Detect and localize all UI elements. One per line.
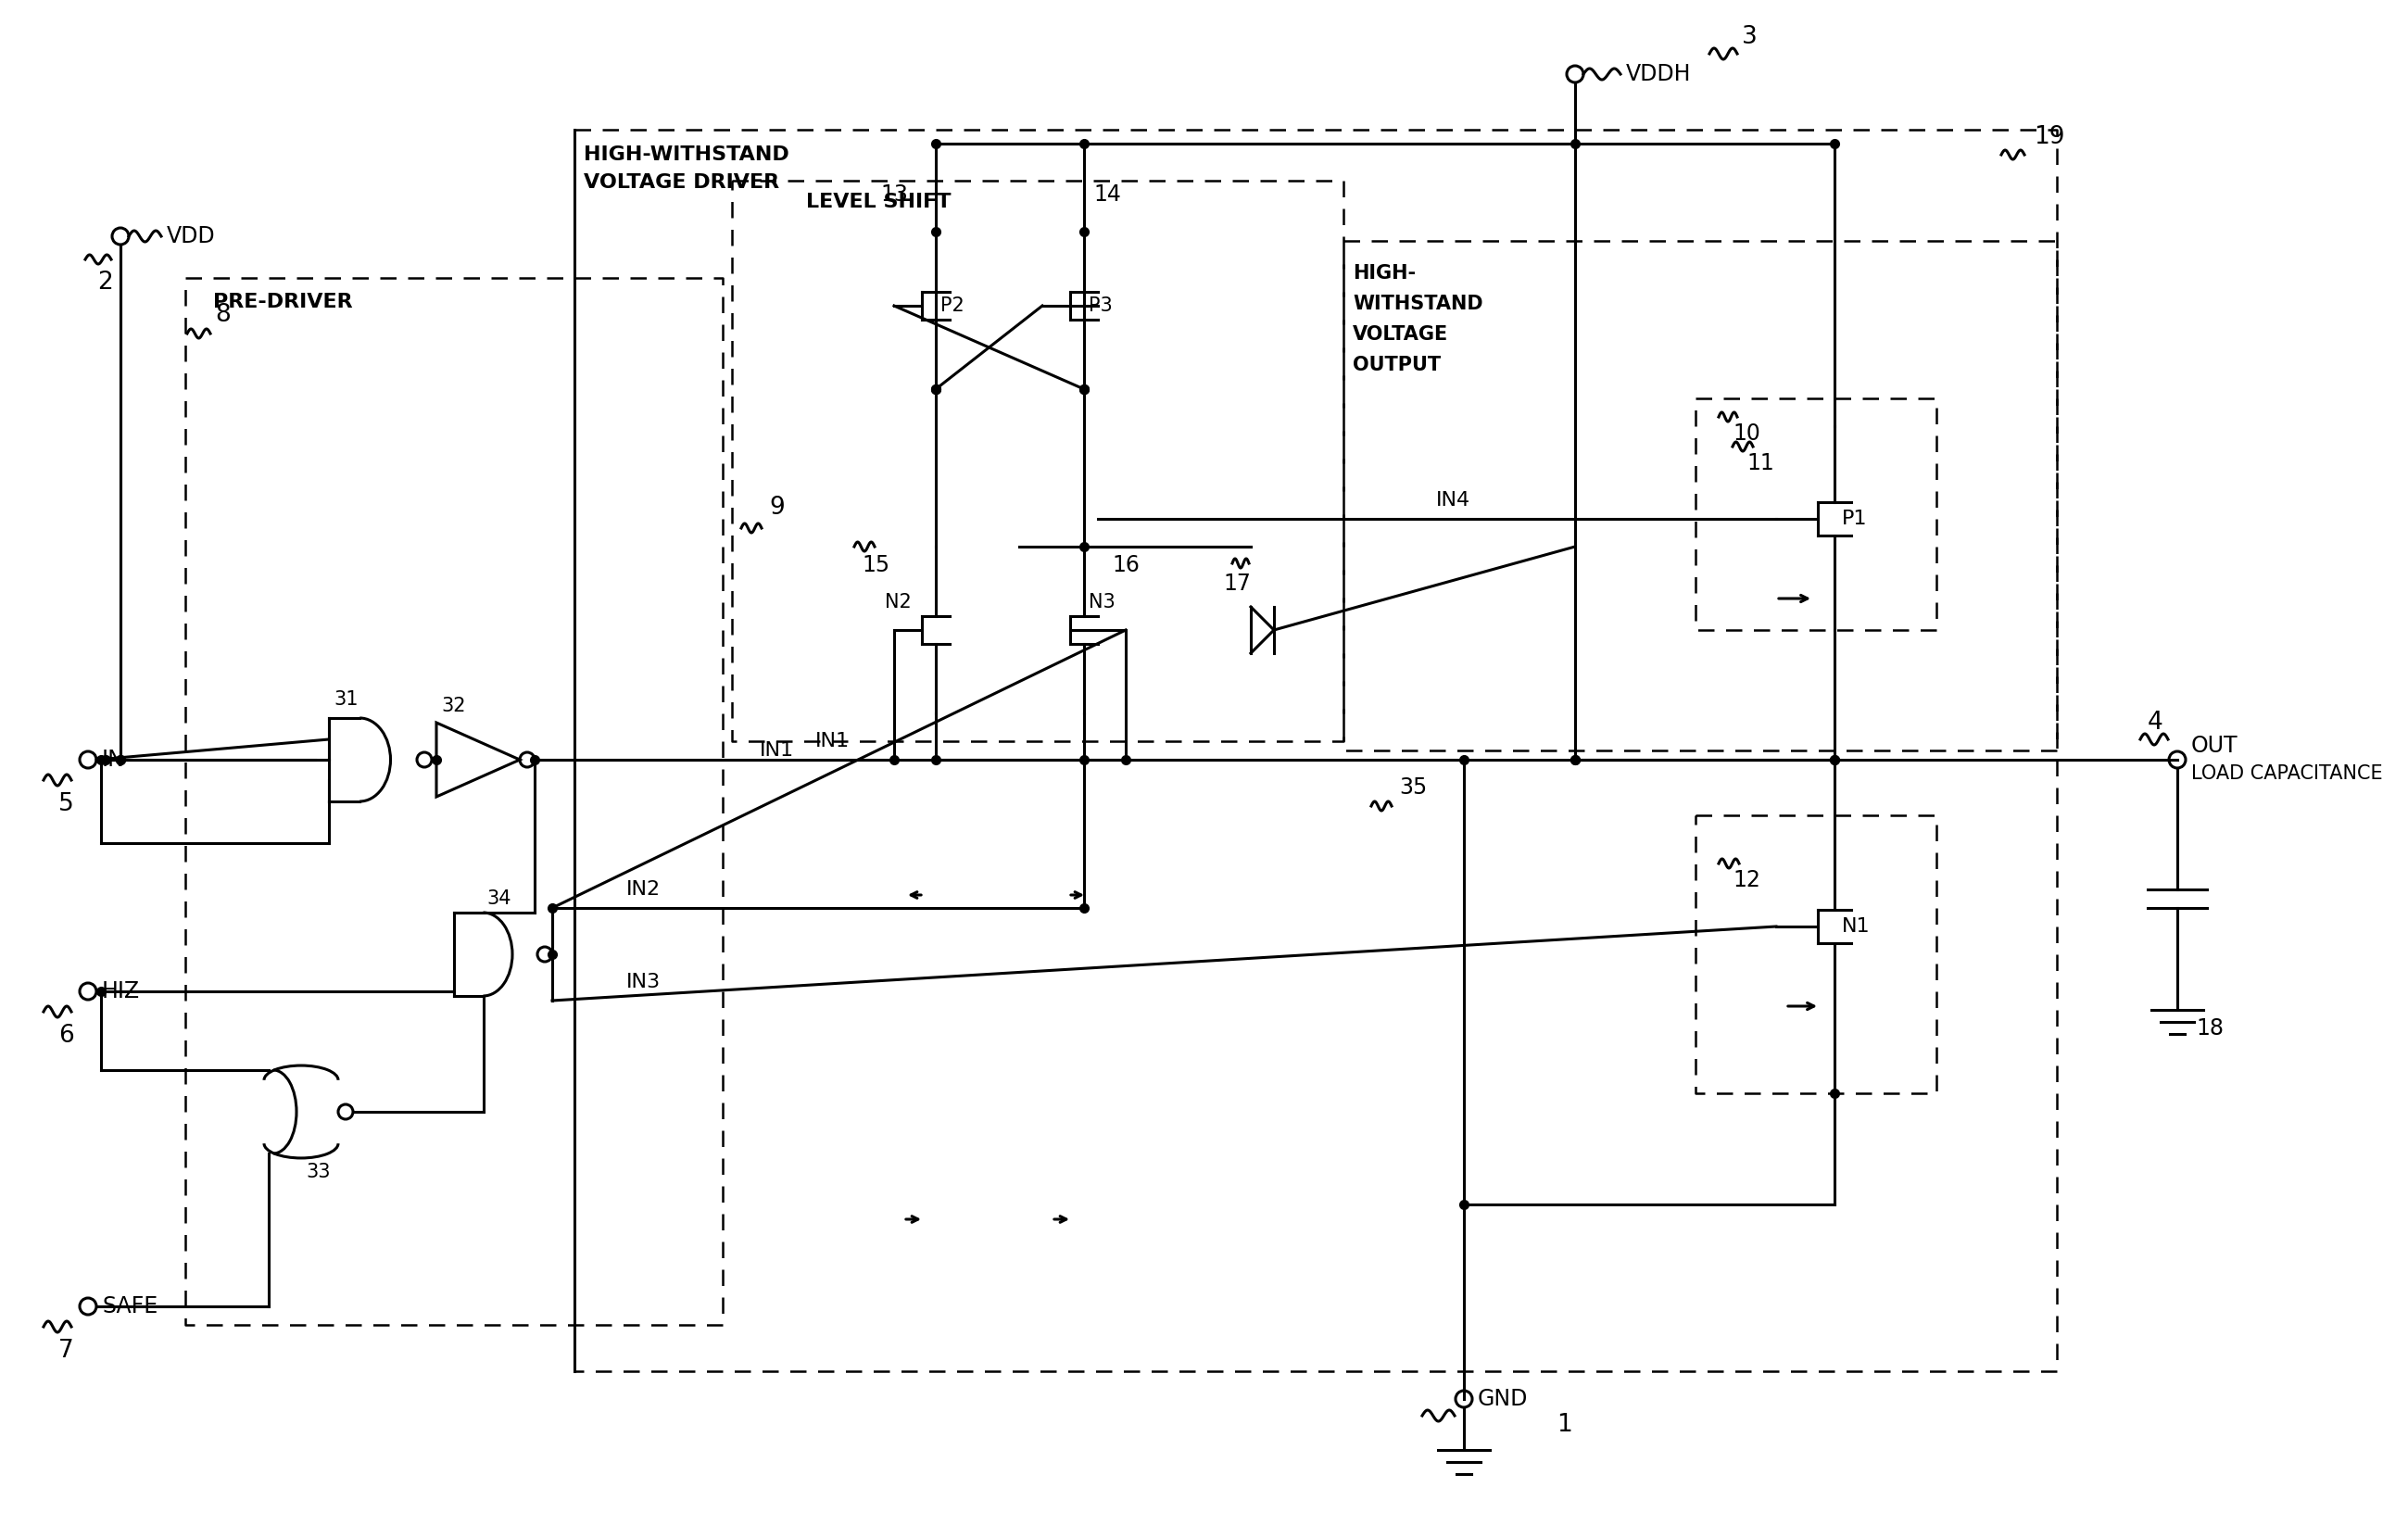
- Text: 33: 33: [306, 1162, 330, 1182]
- Text: IN3: IN3: [626, 973, 660, 991]
- Text: VOLTAGE: VOLTAGE: [1353, 325, 1447, 343]
- Text: 2: 2: [96, 270, 113, 294]
- Text: VDD: VDD: [166, 226, 217, 247]
- Text: 8: 8: [214, 303, 231, 326]
- Text: VDDH: VDDH: [1625, 63, 1690, 85]
- Text: IN2: IN2: [626, 880, 660, 898]
- Text: N1: N1: [1842, 917, 1871, 936]
- Text: LEVEL SHIFT: LEVEL SHIFT: [807, 192, 951, 212]
- Text: N3: N3: [1088, 593, 1115, 612]
- Text: 6: 6: [58, 1023, 75, 1048]
- Text: P2: P2: [942, 296, 963, 316]
- Text: 19: 19: [2035, 125, 2064, 149]
- Text: IN4: IN4: [1435, 491, 1471, 509]
- Text: IN1: IN1: [816, 732, 850, 750]
- Text: 31: 31: [335, 691, 359, 709]
- Text: 11: 11: [1746, 451, 1775, 474]
- Text: 12: 12: [1734, 869, 1760, 891]
- Text: LOAD CAPACITANCE: LOAD CAPACITANCE: [2191, 764, 2382, 782]
- Text: N2: N2: [884, 593, 913, 612]
- Text: PRE-DRIVER: PRE-DRIVER: [212, 293, 352, 311]
- Text: GND: GND: [1479, 1388, 1529, 1411]
- Text: 35: 35: [1399, 776, 1428, 799]
- Text: 13: 13: [881, 183, 908, 206]
- Text: IN1: IN1: [761, 741, 795, 759]
- Text: 3: 3: [1741, 24, 1758, 49]
- Text: 18: 18: [2196, 1017, 2223, 1040]
- Text: HIGH-WITHSTAND: HIGH-WITHSTAND: [583, 145, 790, 165]
- Text: 17: 17: [1223, 572, 1250, 595]
- Text: HIZ: HIZ: [101, 981, 140, 1002]
- Text: 16: 16: [1112, 554, 1139, 576]
- Text: 15: 15: [862, 554, 889, 576]
- Text: IN: IN: [101, 749, 125, 770]
- Text: 7: 7: [58, 1339, 75, 1363]
- Text: 5: 5: [58, 791, 75, 816]
- Text: HIGH-: HIGH-: [1353, 264, 1416, 282]
- Text: 32: 32: [441, 697, 465, 715]
- Text: P3: P3: [1088, 296, 1112, 316]
- Text: 9: 9: [768, 496, 785, 520]
- Text: OUTPUT: OUTPUT: [1353, 355, 1440, 374]
- Text: 34: 34: [486, 889, 510, 907]
- Text: 4: 4: [2148, 711, 2162, 735]
- Text: 10: 10: [1734, 422, 1760, 445]
- Text: WITHSTAND: WITHSTAND: [1353, 294, 1483, 313]
- Text: OUT: OUT: [2191, 735, 2237, 756]
- Text: VOLTAGE DRIVER: VOLTAGE DRIVER: [583, 174, 780, 192]
- Text: SAFE: SAFE: [101, 1295, 159, 1318]
- Text: P1: P1: [1842, 509, 1866, 528]
- Text: 14: 14: [1093, 183, 1122, 206]
- Text: 1: 1: [1556, 1412, 1572, 1437]
